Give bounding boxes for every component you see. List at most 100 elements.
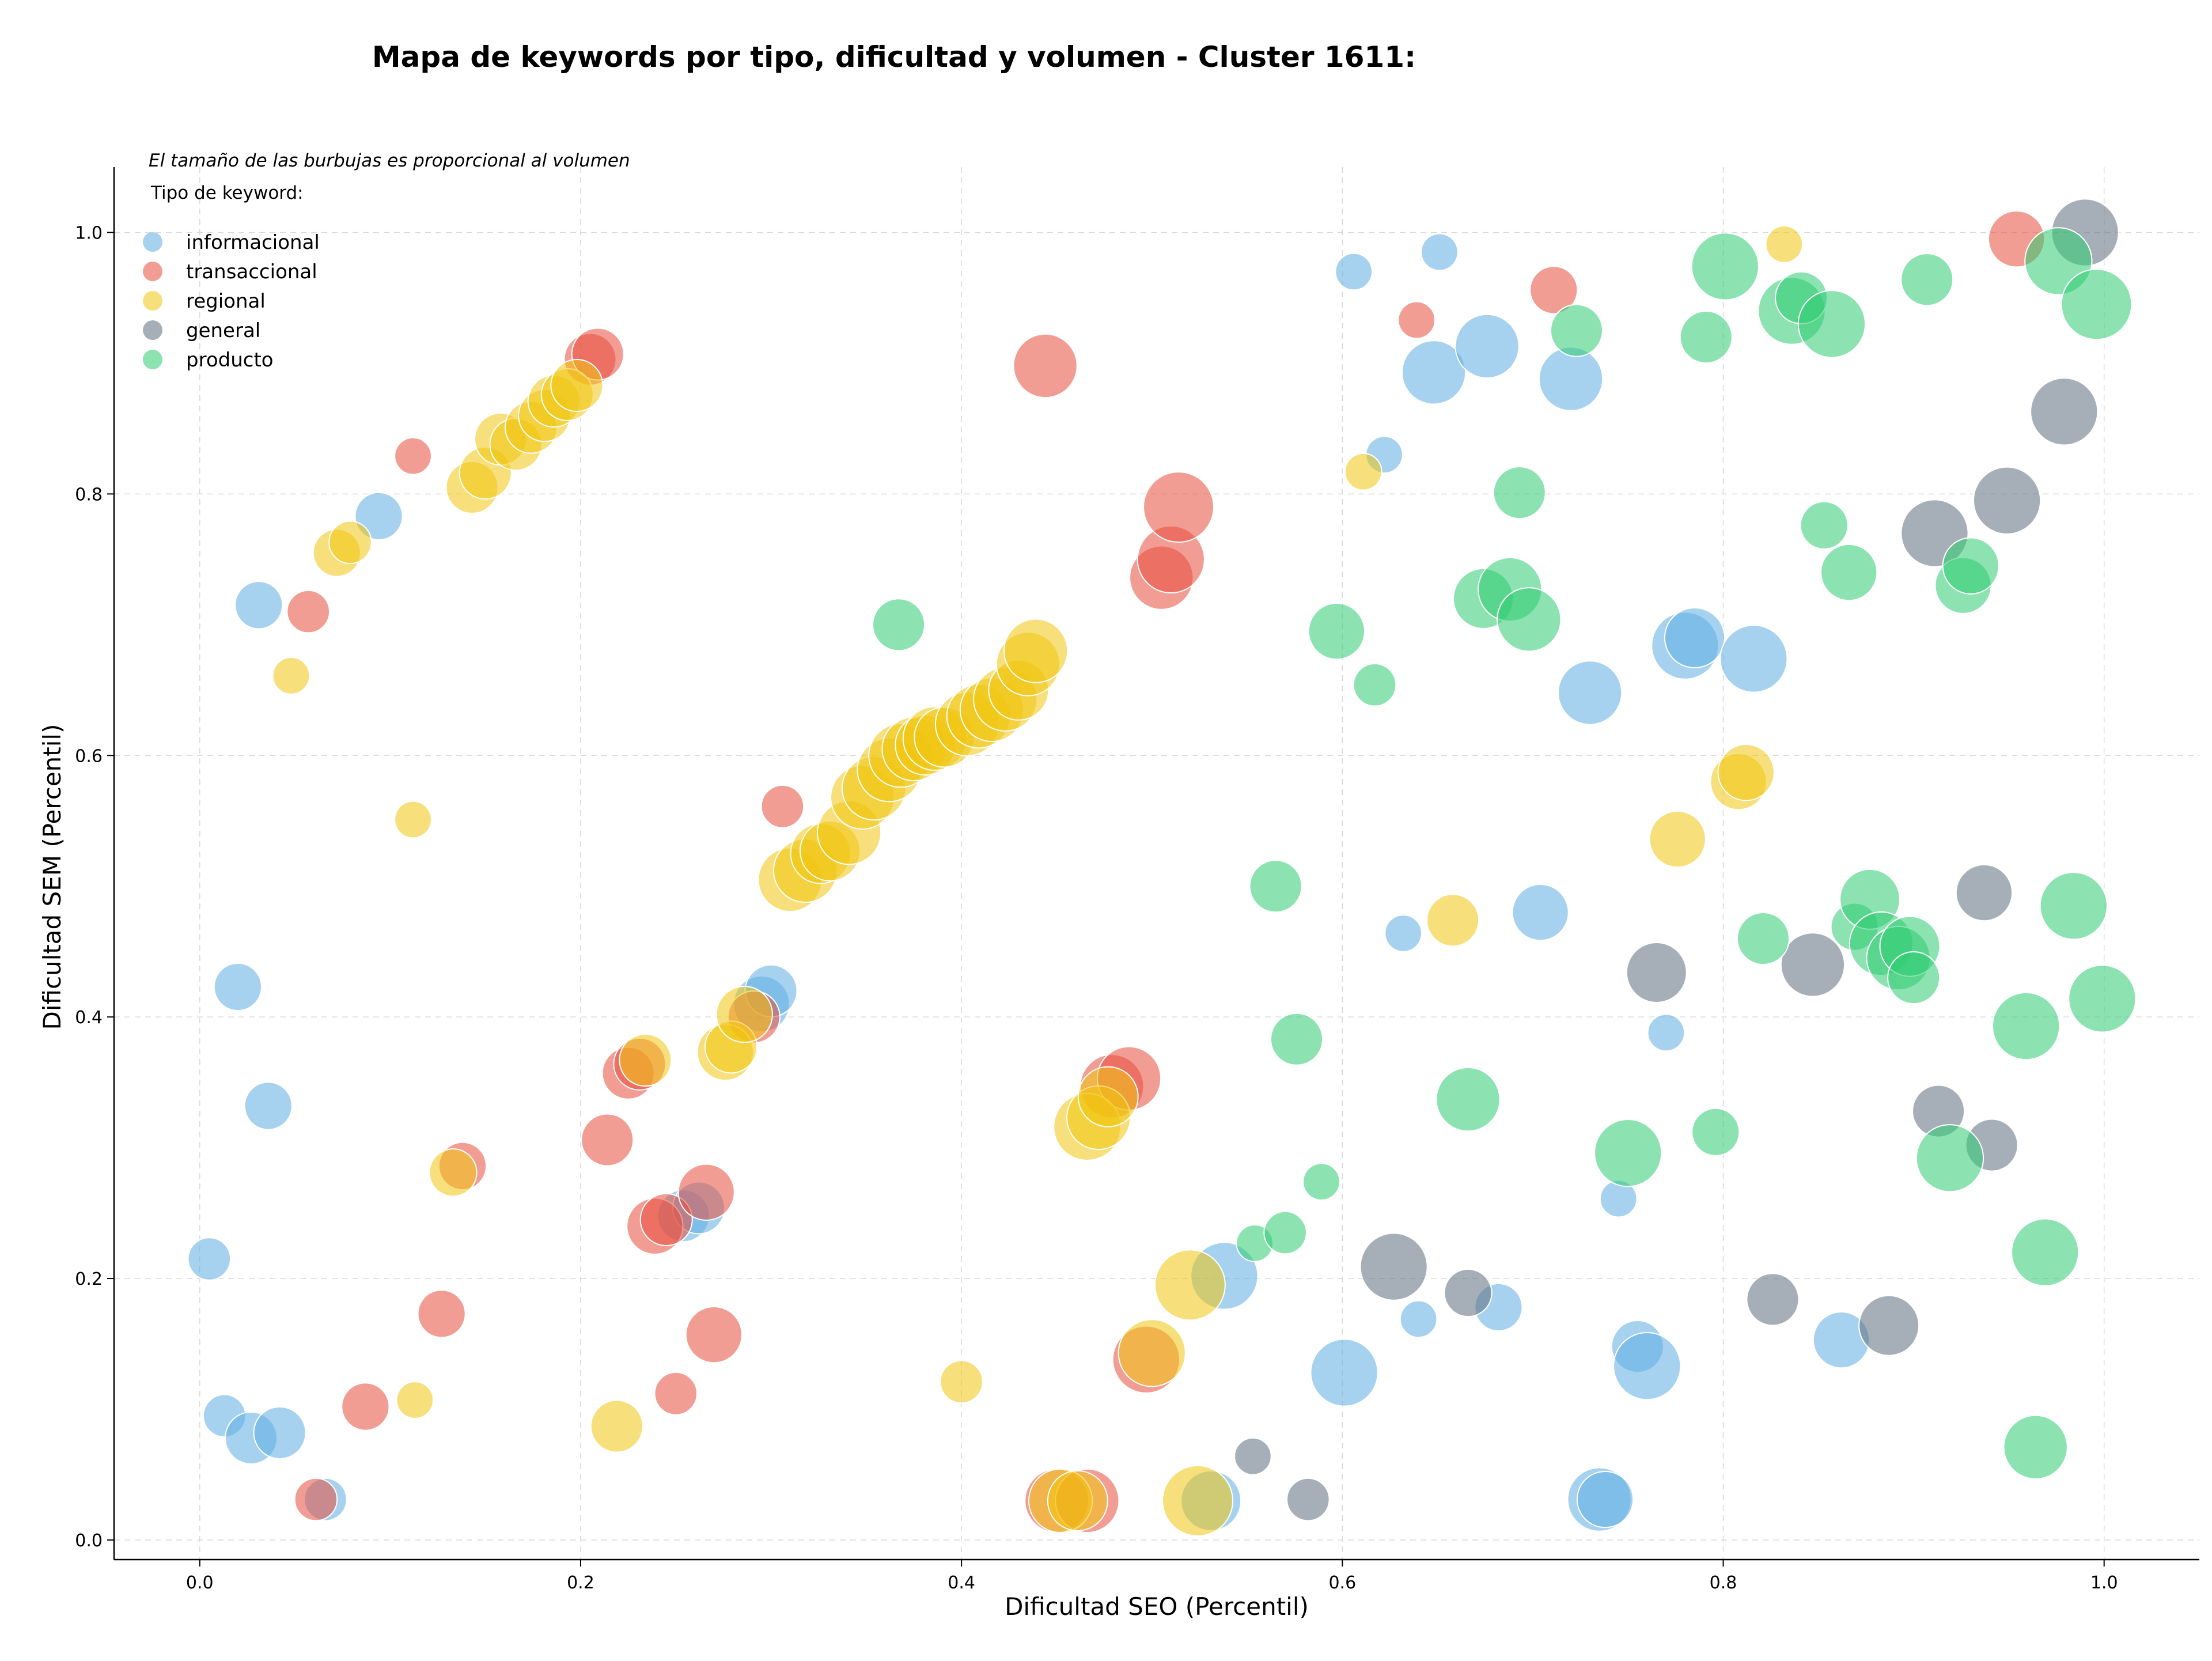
bubble-informacional [1399,1300,1438,1338]
legend-label-producto: producto [186,349,274,372]
bubble-regional [396,1381,434,1419]
x-ticks: 0.0 0.2 0.4 0.6 0.8 1.0 [186,1560,2118,1593]
bubble-producto [1249,860,1302,913]
bubble-informacional [1512,883,1569,941]
x-tick-label: 0.0 [186,1573,214,1593]
bubble-producto [1550,304,1603,357]
legend-label-informacional: informacional [186,231,320,254]
bubble-regional [940,1360,983,1404]
bubble-informacional [1647,1013,1685,1052]
bubble-producto [1887,951,1941,1005]
bubble-general [1746,1273,1800,1326]
bubble-producto [2039,872,2108,940]
bubble-producto [1435,1066,1501,1132]
bubble-general [1444,1268,1493,1318]
legend-marker-producto [143,350,162,369]
bubble-producto [1493,466,1546,520]
bubble-general [2030,377,2099,446]
bubble-informacional [213,962,262,1012]
bubble-transaccional [417,1289,466,1338]
bubble-transaccional [685,1306,743,1364]
bubble-general [1359,1232,1428,1301]
y-axis-label: Dificultad SEM (Percentil) [38,724,66,1030]
bubble-transaccional [760,785,805,828]
bubble-producto [1263,1210,1307,1255]
bubble-regional [1649,810,1706,868]
legend: Tipo de keyword: informacional transaccio… [143,183,320,372]
bubble-informacional [1576,1470,1634,1528]
y-tick-label: 0.6 [75,746,103,766]
bubble-informacional [1613,1331,1681,1401]
bubble-informacional [1557,660,1623,725]
legend-marker-general [143,320,162,340]
bubble-informacional [1538,346,1604,411]
legend-marker-regional [143,291,162,311]
bubbles [187,198,2137,1537]
bubble-informacional [1384,914,1422,952]
bubble-transaccional [341,1382,390,1431]
legend-label-regional: regional [186,290,266,313]
bubble-regional [1426,894,1480,947]
bubble-transaccional [394,437,432,475]
y-tick-label: 1.0 [75,223,103,243]
bubble-transaccional [639,1193,693,1246]
bubble-transaccional [1013,333,1078,399]
bubble-informacional [1455,313,1520,379]
bubble-producto [1820,543,1878,601]
bubble-regional [1162,1465,1234,1537]
bubble-producto [1497,587,1562,652]
bubble-producto [1302,1163,1340,1201]
bubble-producto [1594,1119,1662,1187]
bubble-producto [1679,310,1733,364]
bubble-producto [1915,1124,1984,1193]
bubble-transaccional [1143,471,1214,543]
bubble-regional [1154,1249,1226,1321]
y-tick-label: 0.8 [75,485,103,505]
bubble-producto [1942,537,1999,595]
bubble-general [1972,466,2041,535]
bubble-transaccional [1529,266,1578,315]
bubble-general [1780,932,1846,997]
legend-label-transaccional: transaccional [186,260,317,283]
bubble-producto [1691,1107,1740,1156]
bubble-informacional [1401,340,1467,405]
bubble-regional [1003,618,1069,683]
bubble-regional [590,1399,643,1453]
legend-title: Tipo de keyword: [150,183,304,203]
bubble-regional [715,985,773,1043]
bubble-regional [429,1148,478,1197]
bubble-informacional [187,1237,232,1281]
bubble-producto [2068,964,2137,1033]
bubble-general [1626,942,1687,1004]
y-ticks: 0.0 0.2 0.4 0.6 0.8 1.0 [75,223,114,1551]
bubble-general [1286,1477,1330,1522]
bubble-producto [1736,911,1790,966]
legend-label-general: general [186,319,260,342]
bubble-informacional [354,491,403,541]
bubble-transaccional [286,589,330,634]
x-tick-label: 0.4 [948,1573,975,1593]
bubble-regional [1717,744,1775,801]
x-tick-label: 0.2 [567,1573,594,1593]
bubble-transaccional [294,1477,338,1522]
bubble-size-note: El tamaño de las burbujas es proporciona… [149,150,630,171]
bubble-producto [1353,663,1397,707]
bubble-general [1858,1295,1920,1356]
bubble-producto [1800,501,1849,550]
bubble-informacional [1664,607,1725,669]
y-tick-label: 0.0 [75,1531,103,1551]
bubble-regional [550,358,604,413]
bubble-general [1234,1437,1272,1475]
bubble-producto [1270,1012,1324,1066]
bubble-producto [2003,1414,2068,1480]
bubble-producto [1691,232,1759,301]
bubble-producto [872,598,926,652]
bubble-producto [2011,1218,2080,1287]
x-tick-label: 0.8 [1710,1573,1737,1593]
bubble-transaccional [1397,301,1436,339]
bubble-regional [394,800,432,839]
legend-marker-transaccional [143,262,162,281]
bubble-producto [1900,253,1954,307]
bubble-regional [1118,1319,1186,1387]
